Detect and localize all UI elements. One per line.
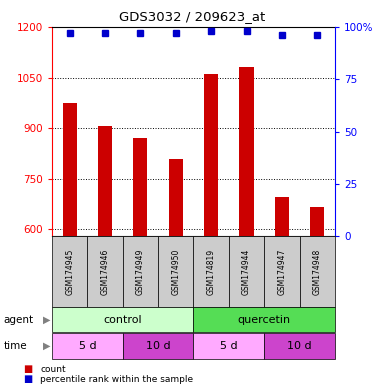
Bar [239,67,254,384]
Bar [133,138,147,384]
Text: control: control [104,314,142,325]
Text: count: count [40,365,66,374]
Bar [98,126,112,384]
Text: GSM174950: GSM174950 [171,248,180,295]
Text: 10 d: 10 d [287,341,312,351]
Text: ▶: ▶ [43,341,50,351]
Bar [204,74,218,384]
Bar [169,159,183,384]
Text: GSM174945: GSM174945 [65,248,74,295]
Text: time: time [4,341,27,351]
Text: GSM174949: GSM174949 [136,248,145,295]
Text: quercetin: quercetin [238,314,291,325]
Bar [63,103,77,384]
Text: 5 d: 5 d [79,341,96,351]
Text: 10 d: 10 d [146,341,171,351]
Text: 5 d: 5 d [220,341,238,351]
Text: ▶: ▶ [43,314,50,325]
Text: agent: agent [4,314,34,325]
Text: ■: ■ [23,364,32,374]
Text: percentile rank within the sample: percentile rank within the sample [40,375,194,384]
Text: ■: ■ [23,374,32,384]
Bar [310,207,324,384]
Bar [275,197,289,384]
Text: GSM174819: GSM174819 [207,248,216,295]
Text: GSM174946: GSM174946 [100,248,110,295]
Text: GSM174948: GSM174948 [313,248,322,295]
Text: GSM174944: GSM174944 [242,248,251,295]
Text: GSM174947: GSM174947 [277,248,286,295]
Text: GDS3032 / 209623_at: GDS3032 / 209623_at [119,10,266,23]
